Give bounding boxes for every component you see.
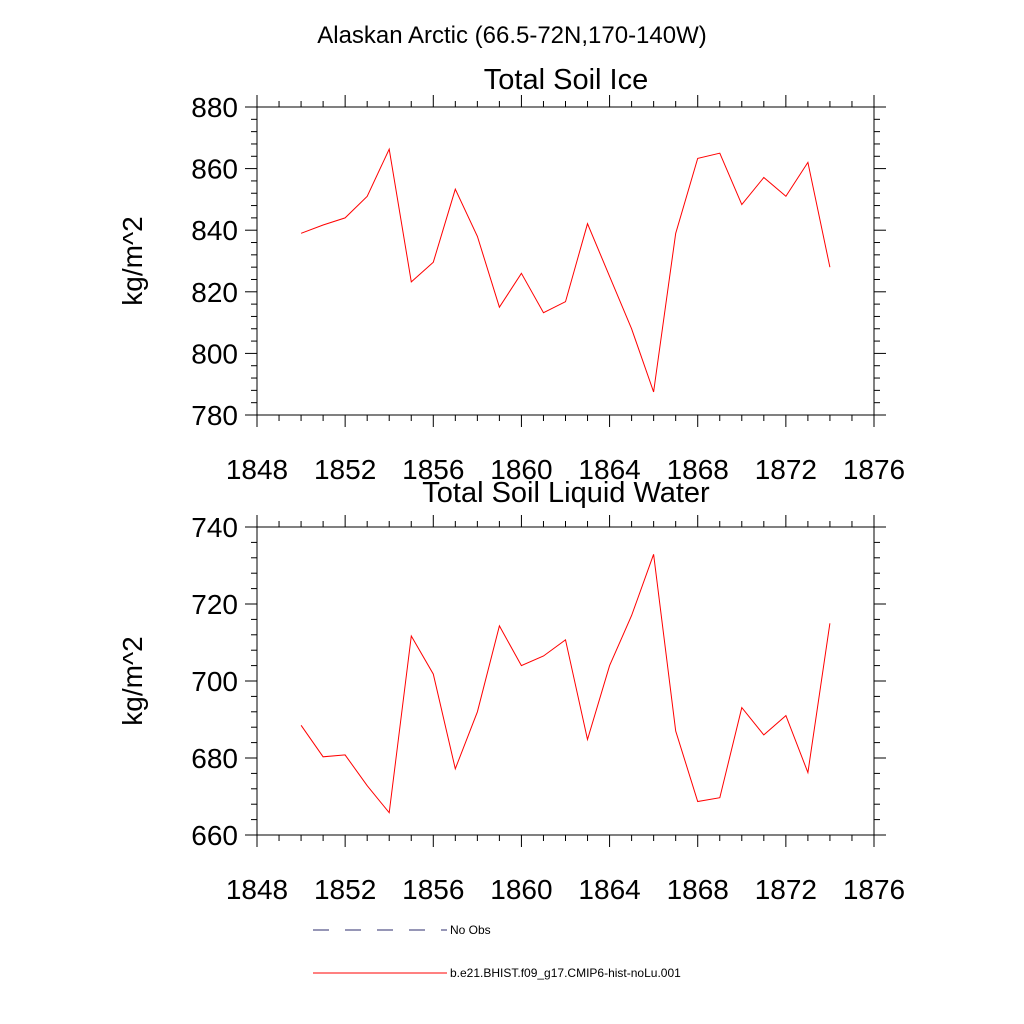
x-tick-label: 1852 xyxy=(314,454,376,485)
x-tick-label: 1872 xyxy=(755,454,817,485)
x-tick-label: 1848 xyxy=(226,454,288,485)
chart-total-soil-ice: Total Soil Ice kg/m^2 1848 1852 1856 1860 18… xyxy=(117,64,905,485)
x-tick-label: 1860 xyxy=(490,454,552,485)
y-axis-label: kg/m^2 xyxy=(117,216,148,305)
figure-title: Alaskan Arctic (66.5-72N,170-140W) xyxy=(317,22,707,49)
y-axis-label: kg/m^2 xyxy=(117,636,148,725)
plot-frame xyxy=(256,106,875,416)
x-tick-label: 1856 xyxy=(402,874,464,905)
y-tick-label: 880 xyxy=(191,92,238,123)
chart-title: Total Soil Ice xyxy=(484,64,648,96)
legend-model-label: b.e21.BHIST.f09_g17.CMIP6-hist-noLu.001 xyxy=(450,966,681,980)
x-tick-label: 1872 xyxy=(755,874,817,905)
y-tick-label: 820 xyxy=(191,277,238,308)
x-tick-label: 1864 xyxy=(578,874,640,905)
chart-title: Total Soil Liquid Water xyxy=(422,477,710,509)
legend: No Obs b.e21.BHIST.f09_g17.CMIP6-hist-no… xyxy=(313,923,681,980)
x-tick-label: 1864 xyxy=(578,454,640,485)
x-tick-label: 1868 xyxy=(667,454,729,485)
x-tick-label: 1876 xyxy=(843,454,905,485)
x-tick-label: 1868 xyxy=(667,874,729,905)
y-tick-label: 780 xyxy=(191,400,238,431)
y-tick-label: 740 xyxy=(191,512,238,543)
legend-obs-label: No Obs xyxy=(450,923,491,937)
plot-frame xyxy=(256,526,875,836)
y-tick-label: 700 xyxy=(191,666,238,697)
chart-total-soil-liquid-water: Total Soil Liquid Water kg/m^2 1848 1852 1… xyxy=(117,477,905,905)
y-tick-label: 660 xyxy=(191,820,238,851)
y-tick-label: 680 xyxy=(191,743,238,774)
x-tick-label: 1852 xyxy=(314,874,376,905)
x-tick-label: 1876 xyxy=(843,874,905,905)
x-tick-label: 1860 xyxy=(490,874,552,905)
y-tick-label: 720 xyxy=(191,589,238,620)
y-tick-label: 840 xyxy=(191,215,238,246)
y-tick-label: 860 xyxy=(191,154,238,185)
x-tick-label: 1848 xyxy=(226,874,288,905)
series-line xyxy=(300,147,831,393)
series-line xyxy=(300,554,831,814)
y-tick-label: 800 xyxy=(191,338,238,369)
x-tick-label: 1856 xyxy=(402,454,464,485)
